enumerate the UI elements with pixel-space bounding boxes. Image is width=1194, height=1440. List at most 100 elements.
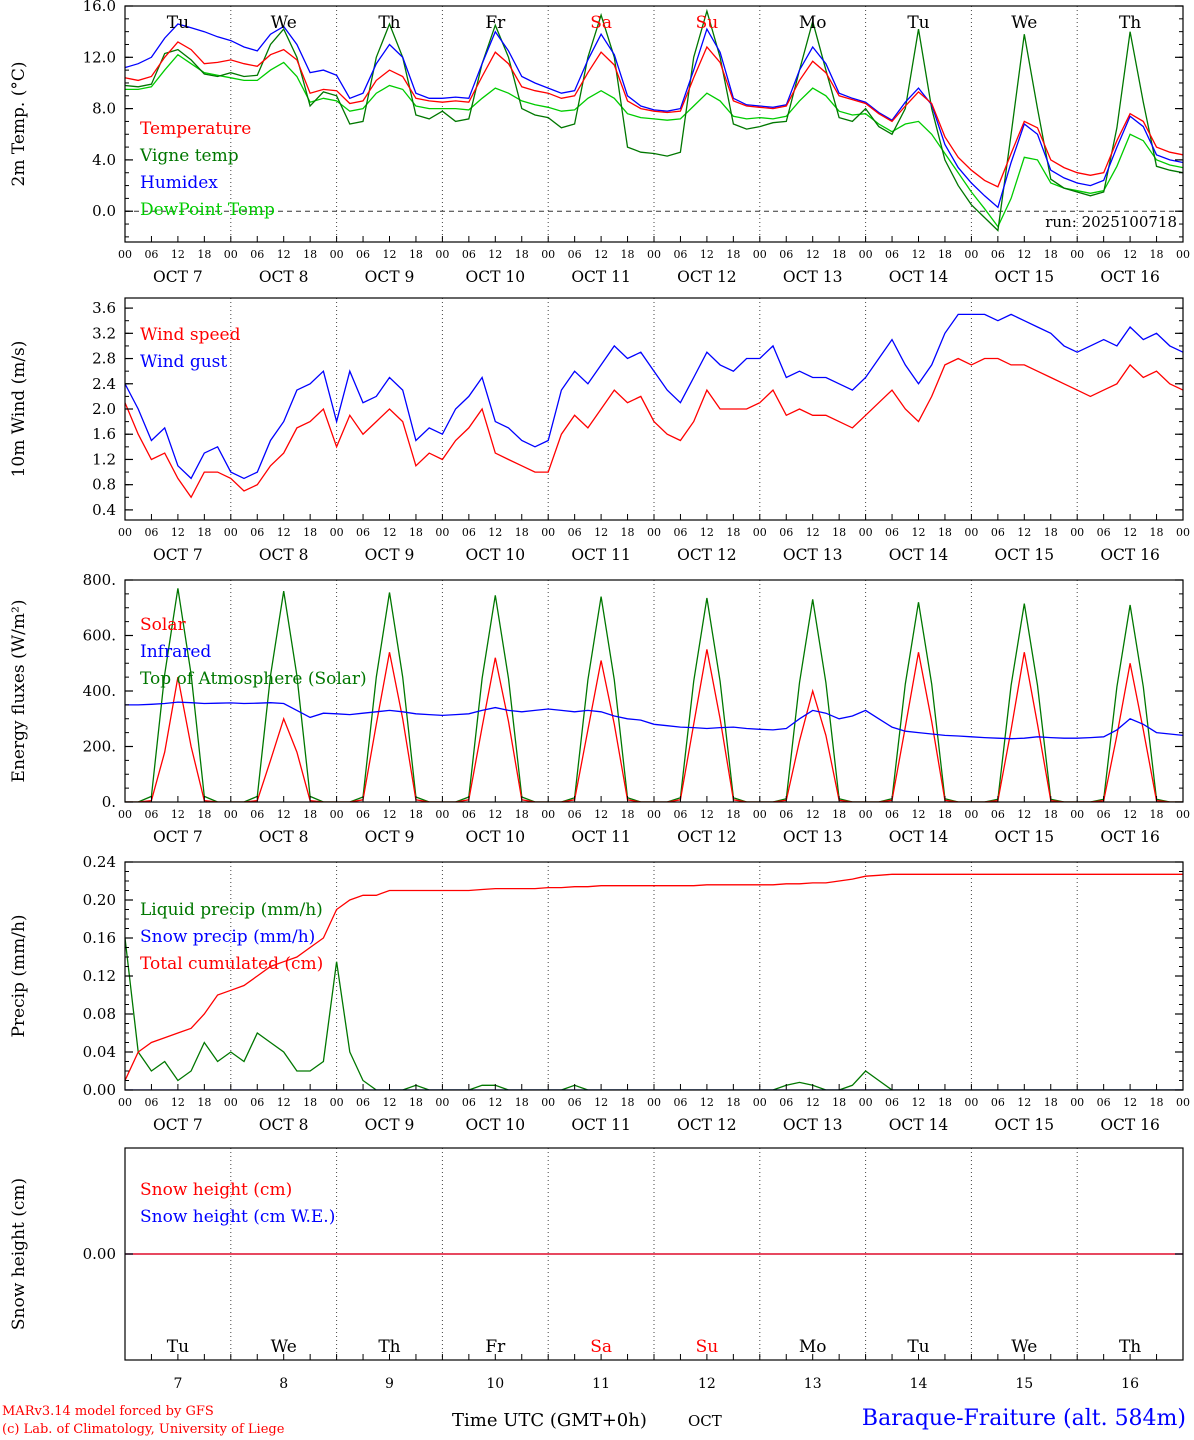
svg-text:2.0: 2.0 bbox=[92, 400, 116, 418]
svg-text:18: 18 bbox=[832, 248, 846, 261]
svg-text:06: 06 bbox=[779, 248, 793, 261]
svg-text:00: 00 bbox=[859, 1096, 873, 1109]
svg-text:06: 06 bbox=[144, 248, 158, 261]
svg-text:12: 12 bbox=[488, 248, 502, 261]
svg-text:0.00: 0.00 bbox=[83, 1245, 116, 1263]
svg-text:16: 16 bbox=[1121, 1376, 1139, 1392]
svg-text:00: 00 bbox=[964, 526, 978, 539]
svg-text:Snow height (cm): Snow height (cm) bbox=[9, 1178, 29, 1330]
svg-text:00: 00 bbox=[859, 526, 873, 539]
svg-text:OCT 9: OCT 9 bbox=[365, 1116, 415, 1134]
svg-text:18: 18 bbox=[303, 248, 317, 261]
svg-text:18: 18 bbox=[409, 526, 423, 539]
svg-text:9: 9 bbox=[385, 1376, 394, 1392]
svg-text:06: 06 bbox=[779, 1096, 793, 1109]
svg-text:00: 00 bbox=[224, 248, 238, 261]
svg-text:18: 18 bbox=[726, 1096, 740, 1109]
svg-text:06: 06 bbox=[568, 248, 582, 261]
svg-text:00: 00 bbox=[647, 248, 661, 261]
svg-text:Humidex: Humidex bbox=[140, 173, 218, 193]
svg-text:Snow precip (mm/h): Snow precip (mm/h) bbox=[140, 927, 315, 947]
svg-text:12: 12 bbox=[171, 808, 185, 821]
svg-text:12: 12 bbox=[698, 1376, 716, 1392]
svg-text:00: 00 bbox=[118, 526, 132, 539]
svg-text:Th: Th bbox=[378, 1337, 400, 1357]
svg-text:12: 12 bbox=[806, 1096, 820, 1109]
svg-text:18: 18 bbox=[409, 808, 423, 821]
svg-text:18: 18 bbox=[515, 1096, 529, 1109]
svg-text:0.12: 0.12 bbox=[83, 967, 116, 985]
svg-text:0.24: 0.24 bbox=[83, 854, 116, 871]
svg-text:12: 12 bbox=[488, 1096, 502, 1109]
svg-text:06: 06 bbox=[462, 248, 476, 261]
svg-text:12: 12 bbox=[277, 1096, 291, 1109]
svg-text:00: 00 bbox=[541, 248, 555, 261]
svg-text:12: 12 bbox=[912, 526, 926, 539]
svg-text:OCT 15: OCT 15 bbox=[995, 1116, 1055, 1134]
svg-text:18: 18 bbox=[726, 526, 740, 539]
svg-text:8.0: 8.0 bbox=[92, 100, 116, 118]
svg-text:OCT 13: OCT 13 bbox=[783, 268, 843, 286]
svg-text:00: 00 bbox=[753, 248, 767, 261]
svg-text:18: 18 bbox=[1044, 248, 1058, 261]
svg-text:06: 06 bbox=[356, 248, 370, 261]
svg-text:OCT 15: OCT 15 bbox=[995, 828, 1055, 846]
svg-text:OCT 13: OCT 13 bbox=[783, 828, 843, 846]
svg-text:OCT 14: OCT 14 bbox=[889, 268, 949, 286]
svg-text:OCT 16: OCT 16 bbox=[1100, 828, 1160, 846]
station-title: Baraque-Fraiture (alt. 584m) bbox=[861, 1406, 1186, 1431]
svg-text:06: 06 bbox=[779, 526, 793, 539]
svg-text:00: 00 bbox=[1176, 248, 1190, 261]
svg-text:OCT 10: OCT 10 bbox=[466, 546, 526, 564]
svg-text:06: 06 bbox=[568, 526, 582, 539]
svg-text:0.08: 0.08 bbox=[83, 1005, 116, 1023]
footer: MARv3.14 model forced by GFS (c) Lab. of… bbox=[0, 1402, 1194, 1440]
svg-text:12: 12 bbox=[594, 1096, 608, 1109]
svg-text:0.0: 0.0 bbox=[92, 202, 116, 220]
svg-text:12: 12 bbox=[171, 1096, 185, 1109]
svg-text:18: 18 bbox=[409, 1096, 423, 1109]
svg-text:Su: Su bbox=[696, 13, 719, 33]
svg-text:06: 06 bbox=[885, 1096, 899, 1109]
svg-text:18: 18 bbox=[1044, 526, 1058, 539]
svg-text:run: 2025100718: run: 2025100718 bbox=[1045, 213, 1177, 231]
svg-text:00: 00 bbox=[224, 1096, 238, 1109]
svg-text:Precip (mm/h): Precip (mm/h) bbox=[9, 914, 29, 1037]
svg-text:12: 12 bbox=[383, 808, 397, 821]
svg-text:12: 12 bbox=[277, 526, 291, 539]
x-axis-title: Time UTC (GMT+0h) bbox=[452, 1410, 647, 1431]
svg-text:12: 12 bbox=[1123, 808, 1137, 821]
svg-text:00: 00 bbox=[859, 808, 873, 821]
svg-text:We: We bbox=[1011, 1337, 1037, 1357]
svg-text:06: 06 bbox=[673, 808, 687, 821]
svg-text:06: 06 bbox=[250, 808, 264, 821]
svg-text:Top of Atmosphere (Solar): Top of Atmosphere (Solar) bbox=[140, 669, 367, 689]
svg-text:06: 06 bbox=[885, 526, 899, 539]
svg-text:OCT 7: OCT 7 bbox=[153, 1116, 203, 1134]
svg-text:Th: Th bbox=[378, 13, 400, 33]
svg-text:00: 00 bbox=[330, 1096, 344, 1109]
svg-text:OCT 12: OCT 12 bbox=[677, 828, 737, 846]
svg-text:OCT 7: OCT 7 bbox=[153, 546, 203, 564]
svg-text:2m Temp. (°C): 2m Temp. (°C) bbox=[9, 61, 29, 186]
svg-text:00: 00 bbox=[859, 248, 873, 261]
svg-text:00: 00 bbox=[435, 1096, 449, 1109]
svg-text:06: 06 bbox=[991, 248, 1005, 261]
svg-text:12: 12 bbox=[594, 526, 608, 539]
svg-text:12: 12 bbox=[488, 808, 502, 821]
svg-text:Th: Th bbox=[1119, 1337, 1141, 1357]
svg-text:12: 12 bbox=[277, 248, 291, 261]
svg-text:18: 18 bbox=[938, 808, 952, 821]
svg-text:Sa: Sa bbox=[590, 1337, 612, 1357]
svg-text:06: 06 bbox=[462, 808, 476, 821]
svg-text:800.: 800. bbox=[83, 572, 116, 589]
svg-text:12: 12 bbox=[912, 248, 926, 261]
model-credit-line2: (c) Lab. of Climatology, University of L… bbox=[2, 1421, 285, 1437]
svg-text:Fr: Fr bbox=[485, 13, 506, 33]
svg-text:06: 06 bbox=[144, 808, 158, 821]
svg-text:12: 12 bbox=[1017, 808, 1031, 821]
svg-text:3.6: 3.6 bbox=[92, 299, 116, 317]
svg-text:1.2: 1.2 bbox=[92, 450, 116, 468]
svg-text:00: 00 bbox=[964, 248, 978, 261]
svg-text:12: 12 bbox=[912, 808, 926, 821]
